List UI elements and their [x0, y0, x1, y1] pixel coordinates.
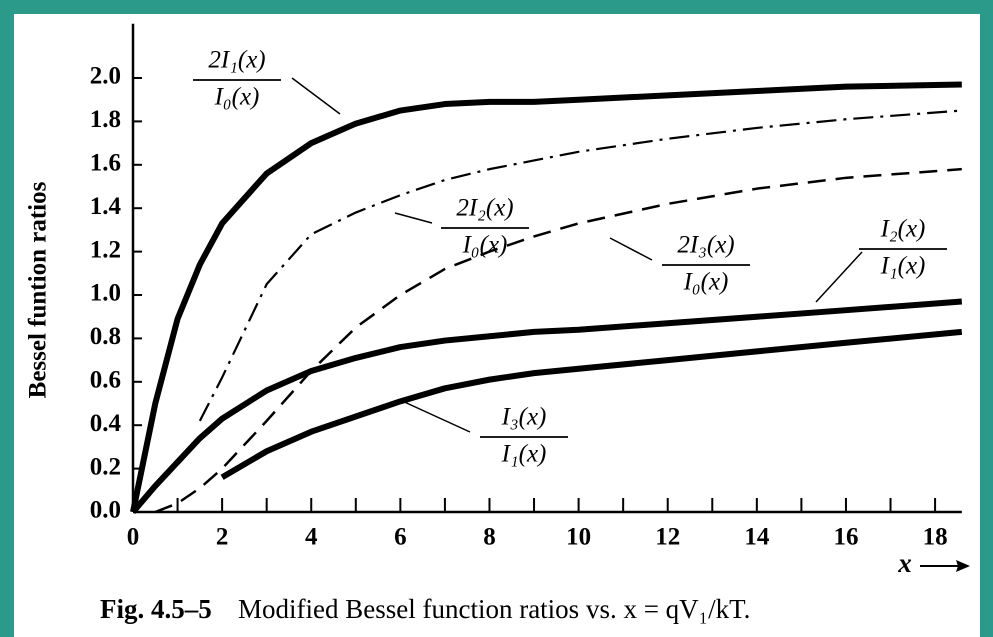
x-tick-label: 0 [127, 524, 140, 551]
series-label-numerator: I₂(x) [880, 216, 926, 243]
x-tick-label: 10 [566, 524, 591, 551]
x-tick-label: 16 [833, 524, 858, 551]
x-tick-label: 4 [305, 524, 318, 551]
leader-line [609, 237, 653, 261]
figure-label: Fig. 4.5–5 [100, 594, 212, 624]
y-tick-label: 1.2 [90, 236, 121, 263]
series-label-numerator: 2I₁(x) [208, 47, 265, 74]
series-line [154, 167, 962, 514]
series-line [220, 328, 963, 480]
y-tick-label: 0.4 [90, 410, 122, 437]
series-label-numerator: 2I₃(x) [677, 232, 734, 259]
caption: Modified Bessel function ratios vs. x = … [238, 594, 750, 624]
series-line [130, 298, 963, 514]
series-line [198, 109, 962, 422]
series-label-numerator: 2I₂(x) [456, 195, 513, 222]
y-tick-label: 1.0 [90, 280, 121, 307]
y-tick-label: 1.4 [90, 193, 122, 220]
y-tick-label: 0.2 [90, 453, 121, 480]
y-tick-label: 1.6 [90, 150, 121, 177]
x-tick-label: 8 [483, 524, 496, 551]
x-tick-label: 14 [744, 524, 770, 551]
y-tick-label: 0.0 [90, 497, 121, 524]
y-tick-label: 1.8 [90, 106, 121, 133]
series-label-numerator: I₃(x) [501, 404, 547, 431]
series-line [130, 81, 962, 513]
series-label-denominator: I₀(x) [214, 84, 260, 111]
x-axis-label: x [897, 548, 912, 578]
x-tick-label: 12 [655, 524, 680, 551]
series-label-denominator: I₀(x) [683, 269, 729, 296]
series-label-denominator: I₁(x) [501, 441, 547, 468]
x-tick-label: 6 [394, 524, 407, 551]
y-tick-label: 0.8 [90, 323, 121, 350]
leader-line [394, 212, 433, 224]
y-tick-label: 0.6 [90, 367, 121, 394]
x-tick-label: 2 [216, 524, 229, 551]
y-axis-label: Bessel funtion ratios [25, 181, 52, 398]
leader-line [399, 399, 471, 433]
x-arrow-head [956, 560, 970, 572]
y-tick-label: 2.0 [90, 63, 121, 90]
leader-line [291, 77, 341, 115]
series-label-denominator: I₁(x) [880, 253, 926, 280]
x-tick-label: 18 [923, 524, 948, 551]
leader-line [815, 251, 863, 303]
